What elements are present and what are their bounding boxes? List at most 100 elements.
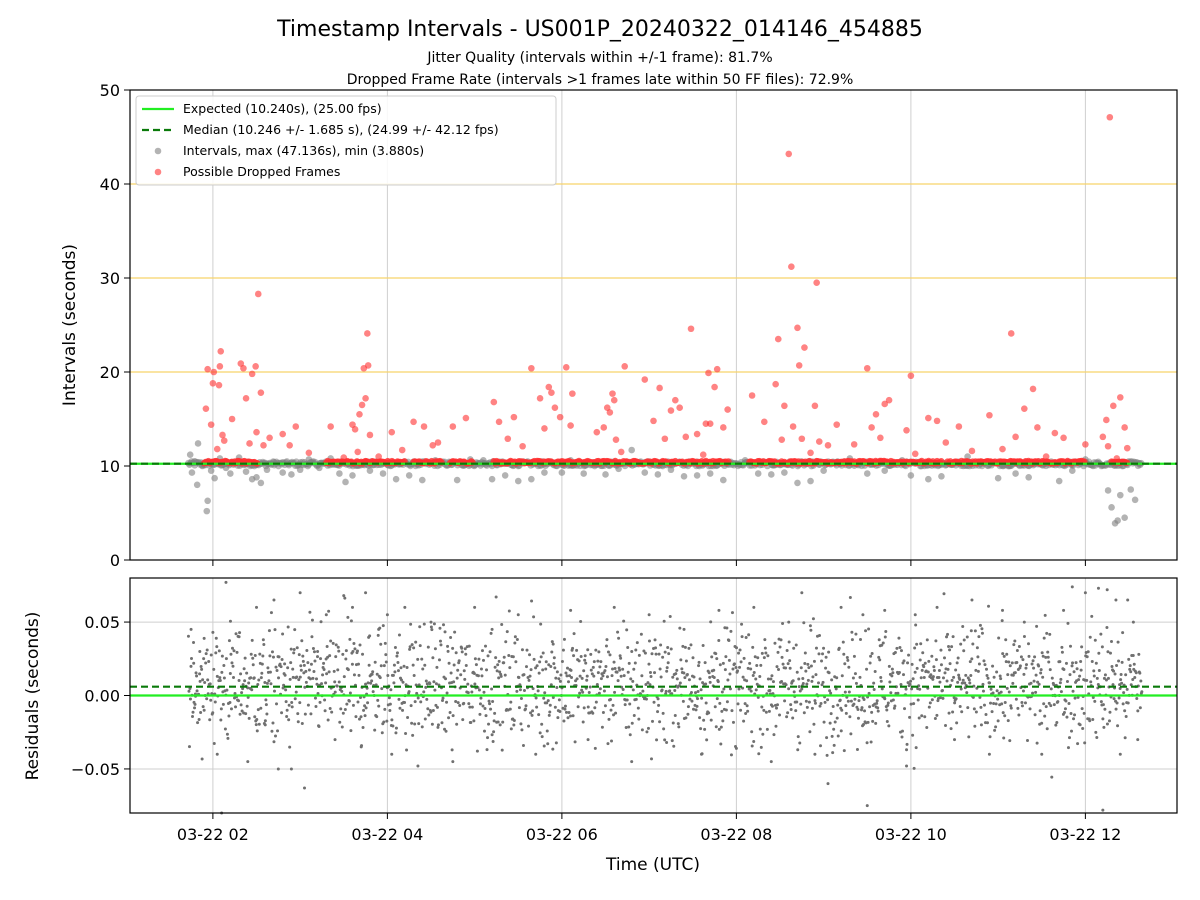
residual-point-band-1185 (786, 662, 790, 666)
residual-point-band-1031 (708, 680, 712, 684)
residual-point-band-87 (230, 646, 234, 650)
residual-point-band-1610 (1001, 711, 1005, 715)
residual-point-band-1357 (873, 670, 877, 674)
residual-point-band-650 (515, 638, 519, 642)
residual-point-band-1360 (875, 701, 879, 705)
residual-point-band-1648 (1020, 704, 1024, 708)
dropped-point-120 (933, 417, 941, 425)
dropped-point-138 (1106, 113, 1114, 121)
residual-point-band-362 (370, 679, 374, 683)
residual-point-band-619 (500, 623, 504, 627)
residual-point-band-207 (291, 675, 295, 679)
residual-point-band-1408 (899, 682, 903, 686)
residual-point-band-1402 (896, 691, 900, 695)
xtick-label-2: 03-22 06 (526, 825, 598, 844)
residual-point-10 (237, 635, 241, 639)
residual-point-band-184 (280, 711, 284, 715)
residual-point-band-1856 (1126, 598, 1130, 602)
xtick-label-3: 03-22 08 (700, 825, 772, 844)
residual-point-band-645 (513, 641, 517, 645)
residual-point-band-409 (393, 645, 397, 649)
residual-point-band-84 (229, 652, 233, 656)
residual-point-band-67 (220, 654, 224, 658)
dropped-point-21 (260, 442, 267, 449)
residual-point-band-844 (614, 711, 618, 715)
residual-point-band-462 (420, 725, 424, 729)
residual-point-band-535 (457, 659, 461, 663)
residual-point-band-252 (314, 705, 318, 709)
residual-point-band-1781 (1088, 719, 1092, 723)
residual-point-band-1835 (1115, 701, 1119, 705)
residual-point-band-775 (579, 619, 583, 623)
residual-point-band-871 (627, 661, 631, 665)
residual-point-band-646 (513, 635, 517, 639)
residual-point-band-221 (298, 675, 302, 679)
residual-point-band-853 (618, 654, 622, 658)
residual-point-band-1196 (792, 646, 796, 650)
residual-point-band-598 (489, 631, 493, 635)
residual-point-band-1880 (1138, 671, 1142, 675)
dropped-point-25 (292, 423, 300, 430)
residual-point-band-1867 (1131, 653, 1135, 657)
residual-point-band-1311 (850, 630, 854, 634)
interval-point-39 (488, 475, 496, 483)
residual-point-band-1771 (1083, 741, 1087, 745)
residual-point-band-724 (553, 666, 557, 670)
residual-point-band-1529 (960, 681, 964, 685)
residual-point-band-752 (567, 711, 571, 715)
residual-point-band-1766 (1080, 707, 1084, 711)
dropped-point-112 (872, 411, 880, 418)
residual-point-band-1058 (722, 687, 726, 691)
residual-point-band-295 (336, 668, 340, 672)
residual-point-band-1065 (725, 700, 729, 704)
residual-point-band-1751 (1073, 713, 1077, 717)
residual-point-4 (202, 708, 206, 712)
residual-point-band-413 (395, 651, 399, 655)
residual-point-band-615 (498, 670, 502, 674)
residual-point-band-1473 (932, 665, 936, 669)
residual-point-band-175 (275, 669, 279, 673)
residual-point-band-70 (222, 663, 226, 667)
residual-point-band-915 (649, 757, 653, 761)
residual-point-band-6 (189, 657, 193, 661)
residual-point-band-1822 (1108, 651, 1112, 655)
residual-point-band-973 (679, 658, 683, 662)
residual-point-band-1245 (816, 681, 820, 685)
dropped-point-52 (519, 442, 526, 450)
residual-point-band-711 (546, 699, 550, 703)
residual-point-band-381 (379, 664, 383, 668)
residual-point-band-663 (522, 673, 526, 677)
residual-point-band-334 (355, 649, 359, 653)
residual-point-band-566 (473, 682, 477, 686)
residual-point-band-1624 (1008, 664, 1012, 668)
dropped-point-104 (811, 402, 819, 410)
residual-point-band-675 (528, 674, 532, 678)
dropped-point-47 (462, 414, 470, 422)
legend-intervals-label: Intervals, max (47.136s), min (3.880s) (183, 143, 424, 158)
residual-point-band-691 (536, 689, 540, 693)
residual-point-band-1286 (837, 646, 841, 650)
dropped-point-132 (1051, 429, 1059, 437)
residual-point-band-1828 (1112, 669, 1116, 673)
residual-point-band-1383 (886, 701, 890, 705)
residual-point-band-1789 (1092, 669, 1096, 673)
residual-point-band-1519 (955, 661, 959, 665)
residual-point-band-1195 (791, 679, 795, 683)
residual-point-band-154 (264, 703, 268, 707)
residual-point-band-1597 (995, 670, 999, 674)
residual-point-band-1018 (702, 718, 706, 722)
residual-point-band-1472 (931, 675, 935, 679)
residual-point-band-1743 (1069, 644, 1073, 648)
residual-point-band-1134 (760, 651, 764, 655)
residual-point-band-1442 (916, 698, 920, 702)
residual-point-band-1584 (988, 735, 992, 739)
residual-point-band-573 (476, 674, 480, 678)
interval-point-7 (204, 497, 211, 505)
residual-point-band-1220 (804, 669, 808, 673)
residual-point-band-1155 (771, 692, 775, 696)
residual-point-band-1166 (777, 668, 781, 672)
residual-point-band-1469 (930, 654, 934, 658)
residual-point-band-1164 (775, 703, 779, 707)
residual-point-band-890 (637, 717, 641, 721)
residual-point-band-612 (496, 720, 500, 724)
